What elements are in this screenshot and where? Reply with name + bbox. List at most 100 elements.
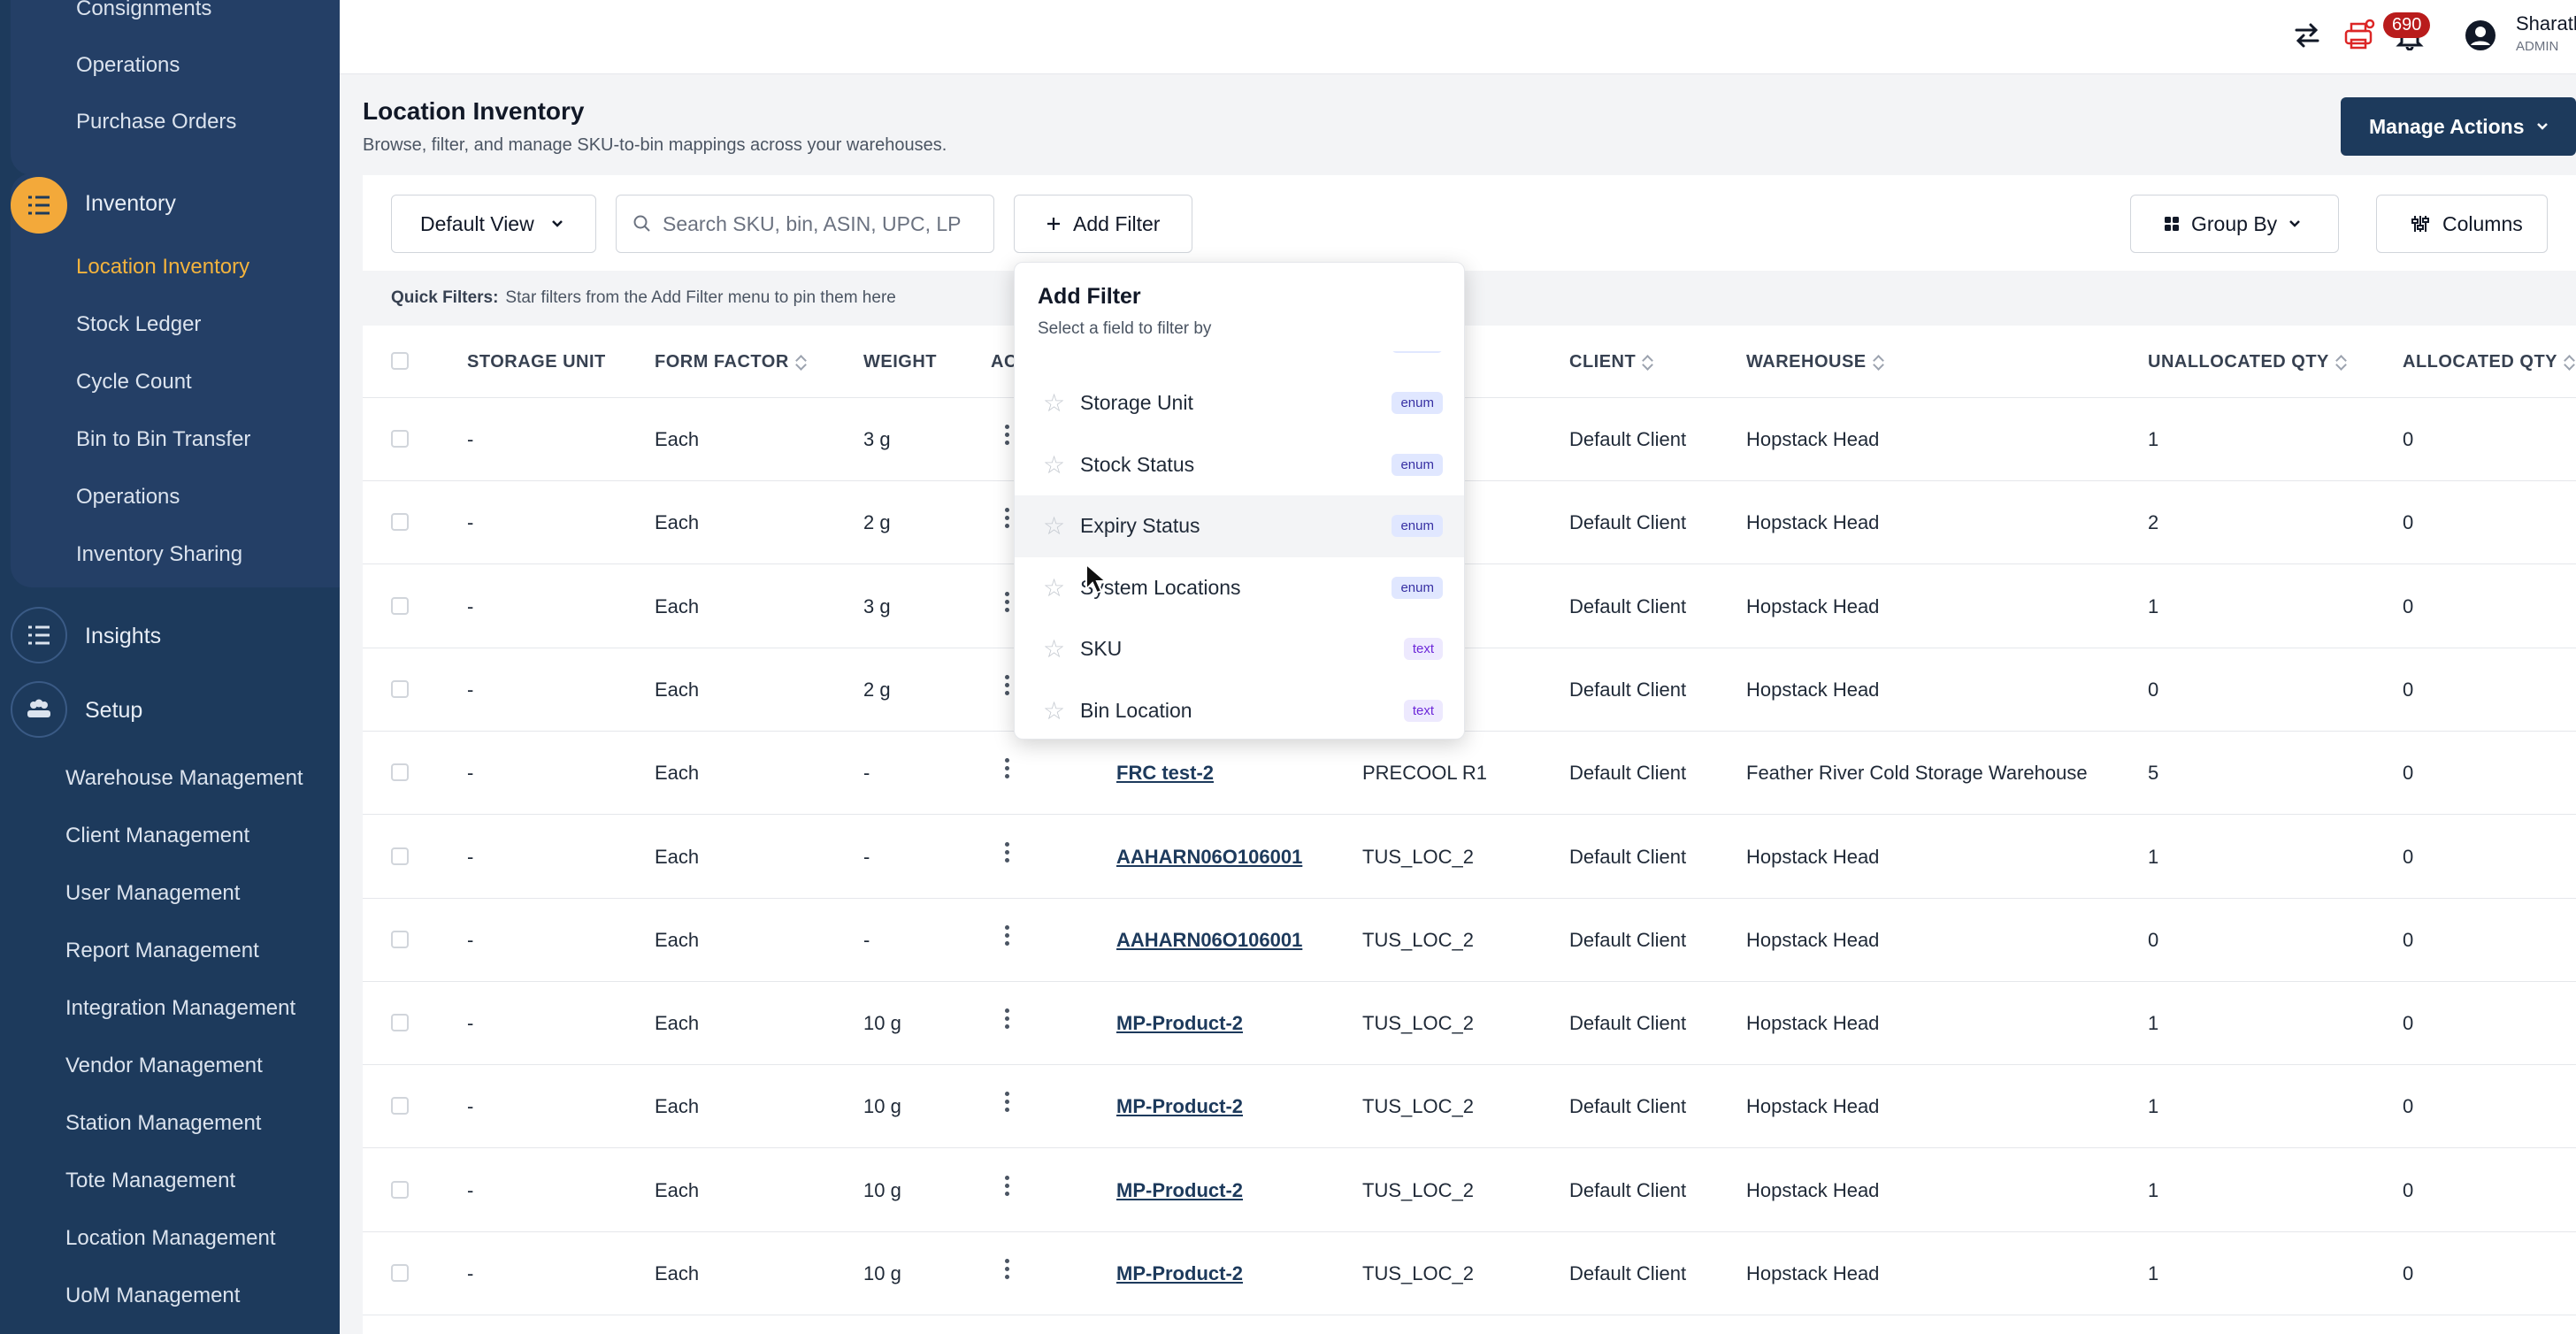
table-row[interactable]: - Each - FRC test-2 PRECOOL R1 Default Client… — [363, 732, 2576, 816]
table-row[interactable]: - Each - AAHARN06O106001 TUS_LOC_2 Default Cl… — [363, 816, 2576, 899]
cell-sku-link[interactable]: MP-Product-2 — [1116, 1262, 1243, 1284]
sidebar-item-report-management[interactable]: Report Management — [65, 939, 259, 962]
cell-sku-link[interactable]: MP-Product-2 — [1116, 1095, 1243, 1118]
table-row[interactable]: - Each 10 g MP-Product-2 TUS_LOC_2 Default Cl… — [363, 982, 2576, 1066]
sidebar-item-warehouse-management[interactable]: Warehouse Management — [65, 766, 303, 790]
col-actions[interactable]: AC — [991, 352, 1017, 372]
col-warehouse[interactable]: WAREHOUSE — [1746, 352, 1884, 372]
sidebar-item-tote-management[interactable]: Tote Management — [65, 1169, 236, 1192]
sidebar-item-uom-management[interactable]: UoM Management — [65, 1284, 241, 1307]
row-checkbox[interactable] — [391, 596, 409, 615]
row-menu-kebab-icon[interactable] — [1003, 1092, 1010, 1116]
columns-button[interactable]: Columns — [2376, 195, 2548, 253]
sidebar-item-user-management[interactable]: User Management — [65, 881, 241, 905]
sidebar-section-setup[interactable]: Setup — [85, 698, 143, 723]
table-row[interactable]: - Each - AAHARN06O106001 TUS_LOC_2 Default Cl… — [363, 899, 2576, 982]
sidebar-item-location-management[interactable]: Location Management — [65, 1226, 276, 1250]
row-checkbox[interactable] — [391, 1014, 409, 1032]
star-icon[interactable]: ☆ — [1043, 696, 1066, 724]
group-by-button[interactable]: Group By — [2130, 195, 2339, 253]
select-all-checkbox[interactable] — [391, 352, 409, 370]
star-icon[interactable]: ☆ — [1043, 635, 1066, 663]
cell-sku-link[interactable]: MP-Product-2 — [1116, 1012, 1243, 1035]
star-icon[interactable]: ☆ — [1043, 351, 1065, 356]
sidebar-item-stock-ledger[interactable]: Stock Ledger — [76, 312, 202, 336]
row-menu-kebab-icon[interactable] — [1003, 508, 1010, 533]
star-icon[interactable]: ☆ — [1043, 573, 1066, 602]
cell-sku-link[interactable]: MP-Product-2 — [1116, 1178, 1243, 1201]
row-checkbox[interactable] — [391, 1097, 409, 1116]
cell-sku-link[interactable]: FRC test-2 — [1116, 762, 1215, 785]
row-menu-kebab-icon[interactable] — [1003, 1175, 1010, 1200]
col-weight[interactable]: WEIGHT — [863, 352, 937, 372]
add-filter-button[interactable]: Add Filter — [1014, 195, 1192, 253]
row-checkbox[interactable] — [391, 679, 409, 698]
search-input[interactable] — [663, 211, 981, 236]
sidebar-item-vendor-management[interactable]: Vendor Management — [65, 1054, 263, 1077]
cell-sku-link[interactable]: AAHARN06O106001 — [1116, 928, 1303, 951]
table-row[interactable]: - Each 10 g MP-Product-2 TUS_LOC_2 Default Cl… — [363, 1065, 2576, 1149]
row-checkbox[interactable] — [391, 763, 409, 782]
sidebar-item-purchase-orders[interactable]: Purchase Orders — [76, 110, 237, 134]
col-allocated-qty[interactable]: ALLOCATED QTY — [2403, 352, 2575, 372]
row-menu-kebab-icon[interactable] — [1003, 924, 1010, 950]
sidebar-item-cycle-count[interactable]: Cycle Count — [76, 370, 192, 394]
filter-option[interactable]: ☆ Storage Unit enum — [1015, 372, 1464, 434]
cell-unallocated-qty: 1 — [2148, 845, 2159, 868]
table-row[interactable]: - Each 2 g Default Client Hopstack Head 0 0 — [363, 648, 2576, 732]
sidebar-item-inventory-operations[interactable]: Operations — [76, 485, 180, 509]
sidebar-item-integration-management[interactable]: Integration Management — [65, 996, 296, 1020]
filter-option[interactable]: ☆ System Locations enum — [1015, 556, 1464, 618]
col-client[interactable]: CLIENT — [1569, 352, 1653, 372]
printer-alert-icon[interactable] — [2339, 16, 2378, 55]
filter-option[interactable]: ☆ Stock Status enum — [1015, 433, 1464, 495]
row-menu-kebab-icon[interactable] — [1003, 1259, 1010, 1284]
sidebar-item-inventory-sharing[interactable]: Inventory Sharing — [76, 542, 243, 566]
view-selector[interactable]: Default View — [391, 195, 596, 253]
user-avatar-icon[interactable] — [2461, 16, 2500, 55]
col-unallocated-qty[interactable]: UNALLOCATED QTY — [2148, 352, 2347, 372]
sidebar-item-operations[interactable]: Operations — [76, 53, 180, 77]
row-checkbox[interactable] — [391, 930, 409, 948]
row-checkbox[interactable] — [391, 1264, 409, 1282]
row-checkbox[interactable] — [391, 513, 409, 532]
table-row[interactable]: - Each 10 g MP-Product-2 TUS_LOC_2 Default Cl… — [363, 1232, 2576, 1315]
row-checkbox[interactable] — [391, 1180, 409, 1199]
sidebar-item-bin-to-bin-transfer[interactable]: Bin to Bin Transfer — [76, 427, 251, 451]
sidebar-item-station-management[interactable]: Station Management — [65, 1111, 262, 1135]
row-checkbox[interactable] — [391, 847, 409, 865]
row-menu-kebab-icon[interactable] — [1003, 591, 1010, 617]
row-menu-kebab-icon[interactable] — [1003, 425, 1010, 449]
sidebar-item-client-management[interactable]: Client Management — [65, 824, 250, 847]
filter-field-list[interactable]: ☆ Form Factor enum ☆ Storage Unit enum ☆ Stock … — [1015, 351, 1464, 739]
filter-option[interactable]: ☆ Bin Location text — [1015, 679, 1464, 739]
table-row[interactable]: - Each 3 g Default Client Hopstack Head 1 0 — [363, 565, 2576, 648]
row-menu-kebab-icon[interactable] — [1003, 841, 1010, 867]
cell-form-factor: Each — [655, 762, 700, 785]
filter-option[interactable]: ☆ SKU text — [1015, 618, 1464, 680]
cell-form-factor: Each — [655, 428, 700, 450]
col-form-factor[interactable]: FORM FACTOR — [655, 352, 807, 372]
col-storage-unit[interactable]: STORAGE UNIT — [467, 352, 606, 372]
sidebar-item-location-inventory[interactable]: Location Inventory — [76, 255, 250, 279]
row-menu-kebab-icon[interactable] — [1003, 758, 1010, 783]
star-icon[interactable]: ☆ — [1043, 512, 1066, 540]
sidebar-section-inventory[interactable]: Inventory — [85, 191, 176, 216]
manage-actions-button[interactable]: Manage Actions — [2341, 97, 2576, 156]
table-row[interactable]: - Each 10 g MP-Product-2 TUS_LOC_2 Default Cl… — [363, 1149, 2576, 1232]
cell-sku-link[interactable]: AAHARN06O106001 — [1116, 845, 1303, 868]
switch-arrows-icon[interactable] — [2288, 16, 2327, 55]
row-menu-kebab-icon[interactable] — [1003, 1008, 1010, 1033]
row-menu-kebab-icon[interactable] — [1003, 674, 1010, 700]
cell-storage-unit: - — [467, 428, 474, 450]
star-icon[interactable]: ☆ — [1043, 389, 1066, 417]
row-checkbox[interactable] — [391, 430, 409, 448]
star-icon[interactable]: ☆ — [1043, 450, 1066, 479]
table-row[interactable]: - Each 3 g Default Client Hopstack Head 1 0 — [363, 398, 2576, 481]
sidebar-section-insights[interactable]: Insights — [85, 624, 162, 648]
filter-option[interactable]: ☆ Form Factor enum — [1015, 351, 1464, 372]
user-name[interactable]: Sharath — [2516, 12, 2576, 34]
table-row[interactable]: - Each 2 g Default Client Hopstack Head 2 0 — [363, 481, 2576, 565]
sidebar-item-consignments[interactable]: Consignments — [76, 0, 212, 20]
filter-option[interactable]: ☆ Expiry Status enum — [1015, 494, 1464, 557]
